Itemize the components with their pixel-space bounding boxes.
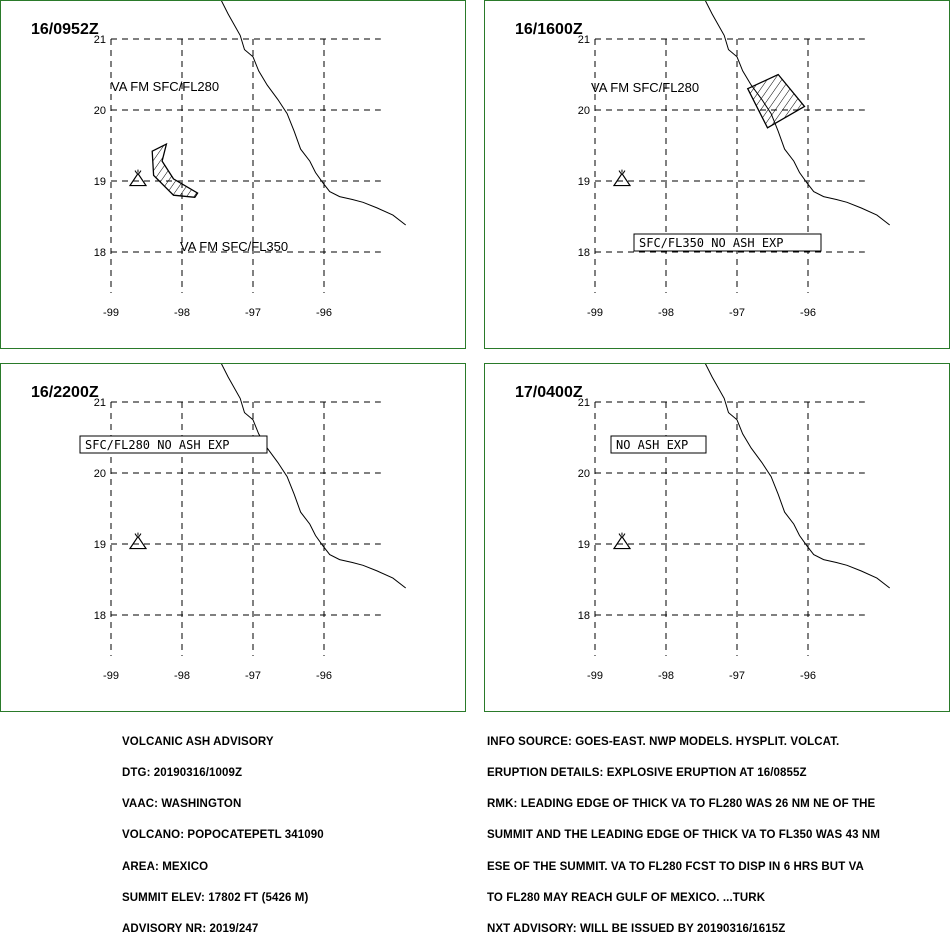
volcano-icon <box>128 532 148 550</box>
lon-label: -96 <box>316 307 332 319</box>
advisory-left-line: SUMMIT ELEV: 17802 FT (5426 M) <box>122 891 309 904</box>
lon-label: -97 <box>245 307 261 319</box>
lon-label: -99 <box>103 670 119 682</box>
map-svg-2: 21 20 19 18 -99 -98 -97 -96 16/1600Z VA FM SFC/FL… <box>515 1 891 319</box>
map-svg-1: 21 20 19 18 -99 -98 -97 -96 16/0952Z VA FM SFC/FL… <box>31 1 407 319</box>
advisory-left-line: VAAC: WASHINGTON <box>122 798 242 811</box>
map-svg-4: 21 20 19 18 -99 -98 -97 -96 17/0400Z NO ASH EXP <box>515 364 891 682</box>
lon-label: -98 <box>658 670 674 682</box>
lon-label: -97 <box>729 670 745 682</box>
lat-label: 18 <box>578 610 590 622</box>
va-layer-label: VA FM SFC/FL350 <box>180 239 288 254</box>
no-ash-box <box>610 435 707 454</box>
panel-time-label: 16/2200Z <box>31 384 99 401</box>
lon-label: -99 <box>103 307 119 319</box>
lat-label: 19 <box>578 176 590 188</box>
lon-label: -98 <box>174 307 190 319</box>
lat-label: 21 <box>578 397 590 409</box>
lon-label: -98 <box>658 307 674 319</box>
map-panel-4: 21 20 19 18 -99 -98 -97 -96 17/0400Z NO ASH EXP <box>484 363 950 712</box>
lat-label: 20 <box>578 105 590 117</box>
lat-label: 20 <box>578 468 590 480</box>
no-ash-box <box>633 233 822 252</box>
advisory-right-line: ESE OF THE SUMMIT. VA TO FL280 FCST TO D… <box>487 860 864 873</box>
advisory-right-line: RMK: LEADING EDGE OF THICK VA TO FL280 W… <box>487 798 876 811</box>
advisory-left-line: VOLCANO: POPOCATEPETL 341090 <box>122 829 324 842</box>
lat-label: 20 <box>94 468 106 480</box>
lon-label: -96 <box>316 670 332 682</box>
advisory-right-line: INFO SOURCE: GOES-EAST. NWP MODELS. HYSP… <box>487 735 840 748</box>
lat-label: 19 <box>578 539 590 551</box>
coastline <box>704 1 891 226</box>
lat-label: 21 <box>94 397 106 409</box>
lat-label: 18 <box>578 247 590 259</box>
advisory-left-line: DTG: 20190316/1009Z <box>122 767 243 780</box>
coastline <box>220 1 407 226</box>
ash-cloud-polygon <box>151 142 199 198</box>
panel-time-label: 16/0952Z <box>31 21 99 38</box>
ash-cloud-polygon <box>746 73 806 129</box>
no-ash-text: SFC/FL350 NO ASH EXP <box>639 236 784 250</box>
panel-time-label: 16/1600Z <box>515 21 583 38</box>
lon-label: -97 <box>729 307 745 319</box>
advisory-left: VOLCANIC ASH ADVISORY DTG: 20190316/1009… <box>122 716 324 945</box>
map-panel-2: 21 20 19 18 -99 -98 -97 -96 16/1600Z VA FM SFC/FL… <box>484 0 950 349</box>
lat-label: 21 <box>578 34 590 46</box>
map-panel-3: 21 20 19 18 -99 -98 -97 -96 16/2200Z SFC/FL280 NO… <box>0 363 466 712</box>
coastline <box>220 364 407 589</box>
advisory-left-line: VOLCANIC ASH ADVISORY <box>122 735 274 748</box>
volcano-icon <box>128 169 148 187</box>
volcano-icon <box>612 169 632 187</box>
lat-label: 18 <box>94 247 106 259</box>
advisory-right-line: ERUPTION DETAILS: EXPLOSIVE ERUPTION AT … <box>487 767 807 780</box>
lon-label: -98 <box>174 670 190 682</box>
map-svg-3: 21 20 19 18 -99 -98 -97 -96 16/2200Z SFC/FL280 NO… <box>31 364 407 682</box>
lat-label: 19 <box>94 176 106 188</box>
advisory-right: INFO SOURCE: GOES-EAST. NWP MODELS. HYSP… <box>487 716 880 945</box>
advisory-left-line: ADVISORY NR: 2019/247 <box>122 923 259 936</box>
advisory-right-line: SUMMIT AND THE LEADING EDGE OF THICK VA … <box>487 829 880 842</box>
no-ash-text: SFC/FL280 NO ASH EXP <box>85 438 230 452</box>
no-ash-text: NO ASH EXP <box>616 438 688 452</box>
advisory-right-line: NXT ADVISORY: WILL BE ISSUED BY 20190316… <box>487 923 786 936</box>
lon-label: -99 <box>587 670 603 682</box>
lon-label: -97 <box>245 670 261 682</box>
volcano-icon <box>612 532 632 550</box>
no-ash-box <box>79 435 268 454</box>
va-layer-label: VA FM SFC/FL280 <box>591 80 699 95</box>
lon-label: -96 <box>800 307 816 319</box>
lat-label: 21 <box>94 34 106 46</box>
lon-label: -99 <box>587 307 603 319</box>
lat-label: 19 <box>94 539 106 551</box>
lat-label: 18 <box>94 610 106 622</box>
panel-time-label: 17/0400Z <box>515 384 583 401</box>
advisory-left-line: AREA: MEXICO <box>122 860 209 873</box>
map-panel-1: 21 20 19 18 -99 -98 -97 -96 16/0952Z VA FM SFC/FL… <box>0 0 466 349</box>
va-layer-label: VA FM SFC/FL280 <box>111 79 219 94</box>
advisory-right-line: TO FL280 MAY REACH GULF OF MEXICO. ...TU… <box>487 891 766 904</box>
lat-label: 20 <box>94 105 106 117</box>
coastline <box>704 364 891 589</box>
lon-label: -96 <box>800 670 816 682</box>
